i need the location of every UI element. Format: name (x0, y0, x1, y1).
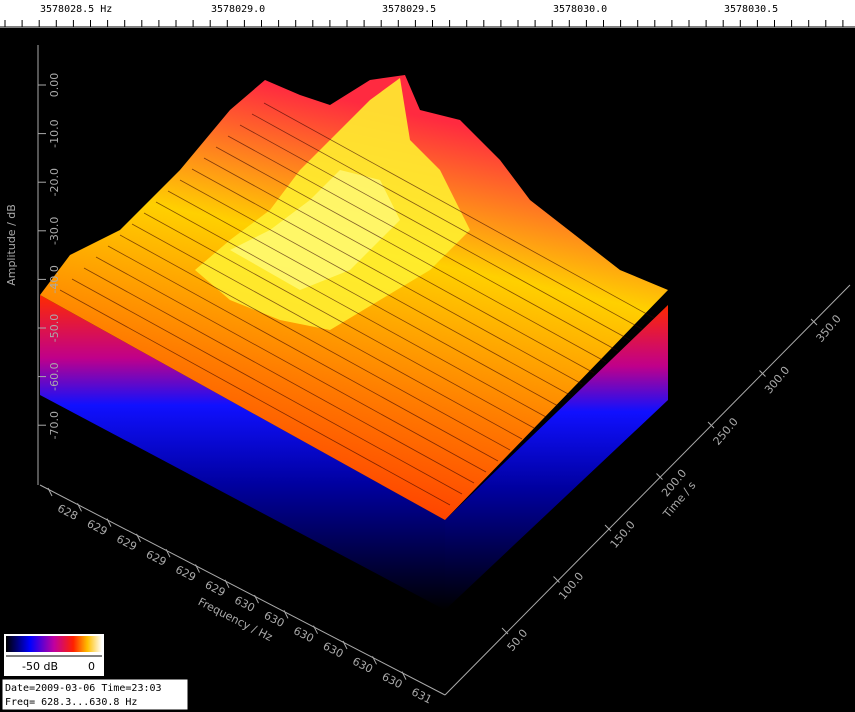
frequency-tick (47, 487, 53, 497)
frequency-tick-label: 628 (55, 502, 80, 523)
frequency-tick-label: 630 (350, 655, 375, 676)
trace-line (95, 256, 487, 473)
time-tick-label: 100.0 (556, 570, 586, 602)
frequency-tick-label: 631 (409, 685, 434, 706)
trace-line (59, 289, 451, 506)
trace-line (263, 102, 655, 319)
time-tick (759, 370, 766, 377)
frequency-tick (106, 518, 112, 527)
ruler-label: 3578028.5 Hz (40, 4, 112, 15)
amplitude-tick-label: -40.0 (48, 265, 61, 293)
frequency-tick (136, 533, 141, 543)
amplitude-title: Amplitude / dB (5, 204, 18, 286)
time-tick (810, 318, 818, 326)
ruler-label: 3578030.5 (724, 4, 778, 15)
frequency-tick (342, 640, 348, 650)
waterfall-surface (40, 75, 668, 610)
frequency-tick-label: 629 (173, 563, 198, 584)
info-date: Date=2009-03-06 Time=23:03 (5, 683, 162, 694)
time-tick (553, 576, 560, 583)
frequency-tick (313, 625, 318, 634)
frequency-tick (195, 564, 200, 573)
frequency-tick-label: 629 (85, 517, 110, 538)
frequency-tick-label: 629 (203, 578, 228, 599)
frequency-tick (283, 610, 289, 619)
time-tick (604, 524, 612, 532)
amplitude-tick-label: -20.0 (48, 168, 61, 196)
time-tick (707, 421, 715, 429)
color-bar (6, 636, 102, 652)
time-axis (444, 284, 851, 696)
trace-line (167, 190, 559, 407)
trace-line (83, 267, 475, 484)
trace-line (179, 179, 571, 396)
ruler-label: 3578029.5 (382, 4, 436, 15)
amplitude-tick-label: -60.0 (48, 362, 61, 390)
trace-line (107, 245, 499, 462)
frequency-tick-label: 630 (232, 594, 257, 615)
trace-line (239, 124, 631, 341)
amplitude-tick-label: -30.0 (48, 217, 61, 245)
trace-line (119, 234, 511, 451)
frequency-tick (165, 548, 171, 558)
frequency-tick (401, 671, 407, 680)
frequency-tick (77, 503, 82, 512)
info-box (1, 678, 189, 711)
frequency-tick-label: 629 (144, 548, 169, 569)
time-tick-label: 250.0 (711, 415, 741, 447)
trace-line (191, 168, 583, 385)
frequency-tick-label: 630 (291, 624, 316, 645)
frequency-tick (224, 579, 230, 589)
color-bar-max: 0 (88, 660, 95, 673)
frequency-tick-label: 629 (114, 532, 139, 553)
info-freq: Freq= 628.3...630.8 Hz (5, 697, 137, 708)
trace-line (215, 146, 607, 363)
trace-line (251, 113, 643, 330)
color-bar-min: -50 dB (22, 660, 58, 673)
amplitude-tick-label: -70.0 (48, 411, 61, 439)
frequency-tick (254, 594, 259, 604)
ruler-label: 3578029.0 (211, 4, 265, 15)
time-tick-label: 150.0 (608, 518, 638, 550)
amplitude-tick-label: -50.0 (48, 314, 61, 342)
trace-line (71, 278, 463, 495)
ruler-label: 3578030.0 (553, 4, 607, 15)
frequency-tick-label: 630 (380, 670, 405, 691)
trace-line (143, 212, 535, 429)
time-tick (501, 627, 509, 635)
ruler (0, 0, 855, 28)
trace-line (203, 157, 595, 374)
trace-line (131, 223, 523, 440)
frequency-tick-label: 630 (321, 639, 346, 660)
trace-line (155, 201, 547, 418)
trace-line (227, 135, 619, 352)
time-tick (656, 473, 663, 480)
amplitude-tick-label: -10.0 (48, 119, 61, 147)
amplitude-tick-label: 0.00 (48, 73, 61, 98)
frequency-tick (372, 656, 377, 665)
